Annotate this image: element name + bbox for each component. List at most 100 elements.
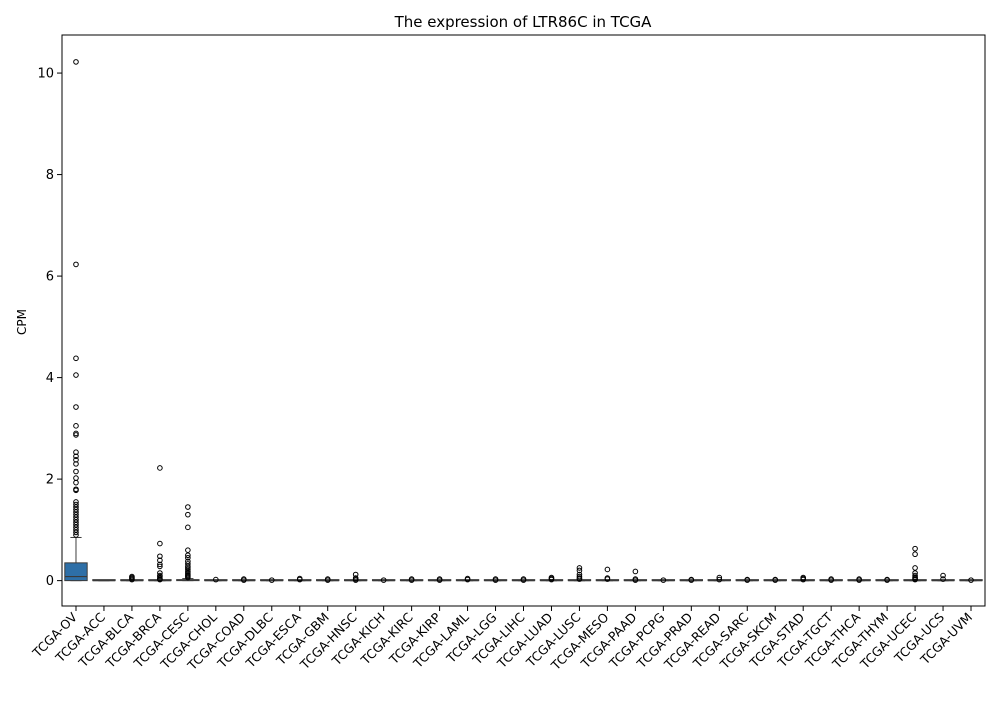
outlier-point — [352, 577, 359, 583]
outlier-point — [73, 532, 79, 538]
chart-title: The expression of LTR86C in TCGA — [394, 13, 653, 31]
outlier-point — [632, 577, 639, 583]
outlier-point — [940, 572, 946, 579]
box-group — [120, 573, 144, 583]
outlier-point — [856, 577, 862, 583]
box-group — [595, 566, 620, 582]
outlier-point — [800, 576, 806, 583]
outlier-point — [632, 568, 639, 575]
outlier-point — [73, 487, 79, 494]
box-group — [176, 504, 200, 582]
outlier-point — [73, 404, 79, 410]
outlier-point — [73, 453, 79, 460]
outlier-point — [296, 576, 303, 583]
box-group — [64, 59, 88, 582]
outlier-point — [716, 574, 723, 581]
outlier-point — [772, 577, 779, 583]
box-group — [316, 576, 340, 583]
outlier-point — [912, 576, 918, 583]
outlier-point — [940, 576, 946, 582]
box-group — [735, 576, 759, 583]
box-group — [875, 576, 899, 583]
outlier-point — [268, 577, 275, 583]
box-group — [343, 571, 368, 583]
outlier-point — [73, 461, 79, 467]
outlier-point — [185, 574, 191, 581]
box-group — [260, 577, 284, 583]
outlier-point — [576, 567, 583, 574]
outlier-point — [129, 576, 135, 583]
outlier-point — [73, 529, 79, 536]
outlier-point — [73, 355, 79, 362]
box-iqr — [64, 562, 88, 582]
box-group — [707, 574, 731, 583]
y-tick-label: 8 — [46, 168, 54, 183]
y-tick-label: 6 — [46, 270, 54, 285]
box-group — [567, 565, 592, 582]
outlier-point — [548, 576, 555, 583]
outlier-point — [324, 577, 331, 583]
y-axis-label: CPM — [15, 309, 29, 335]
box-group — [92, 579, 116, 582]
outlier-point — [157, 561, 163, 568]
outlier-point — [185, 561, 191, 567]
plot-frame — [61, 34, 986, 607]
box-group — [371, 577, 396, 583]
outlier-point — [436, 577, 443, 583]
outlier-point — [157, 557, 163, 564]
box-group — [288, 575, 312, 583]
y-tick-label: 0 — [46, 574, 54, 589]
outlier-point — [73, 261, 79, 268]
outlier-point — [968, 577, 974, 583]
box-group — [427, 576, 452, 583]
box-group — [819, 576, 843, 583]
y-tick-label: 2 — [46, 473, 54, 488]
outlier-point — [408, 577, 415, 583]
outlier-point — [157, 563, 163, 570]
outlier-point — [576, 565, 583, 571]
outlier-point — [73, 479, 79, 486]
outlier-point — [492, 577, 499, 583]
outlier-point — [380, 577, 387, 583]
y-tick-label: 4 — [46, 371, 54, 386]
outlier-point — [73, 449, 79, 456]
box-group — [539, 574, 564, 583]
box-group — [959, 577, 983, 583]
box-group — [511, 576, 536, 583]
box-group — [455, 575, 480, 583]
outlier-point — [213, 576, 219, 583]
outlier-point — [73, 372, 79, 378]
outlier-point — [464, 576, 471, 583]
outlier-point — [185, 554, 191, 561]
box-group — [232, 576, 256, 583]
y-tick-label: 10 — [37, 67, 54, 82]
box-group — [679, 576, 704, 583]
outlier-point — [157, 465, 163, 471]
outlier-point — [688, 577, 695, 583]
box-group — [399, 576, 424, 583]
outlier-point — [185, 552, 191, 559]
box-group — [763, 576, 787, 583]
box-group — [903, 545, 927, 583]
outlier-point — [185, 511, 191, 518]
outlier-point — [185, 524, 191, 531]
box-group — [148, 465, 172, 583]
box-group — [791, 574, 815, 583]
box-group — [651, 577, 676, 583]
outlier-point — [604, 576, 611, 582]
box-group — [483, 576, 508, 583]
outlier-point — [157, 553, 163, 560]
box-group — [847, 576, 871, 583]
outlier-point — [157, 540, 163, 547]
outlier-point — [744, 577, 751, 583]
box-group — [623, 568, 648, 583]
outlier-point — [73, 423, 79, 429]
outlier-point — [520, 577, 527, 583]
box-group — [931, 572, 955, 582]
outlier-point — [660, 577, 667, 583]
outlier-point — [73, 432, 79, 438]
outlier-point — [912, 551, 918, 558]
